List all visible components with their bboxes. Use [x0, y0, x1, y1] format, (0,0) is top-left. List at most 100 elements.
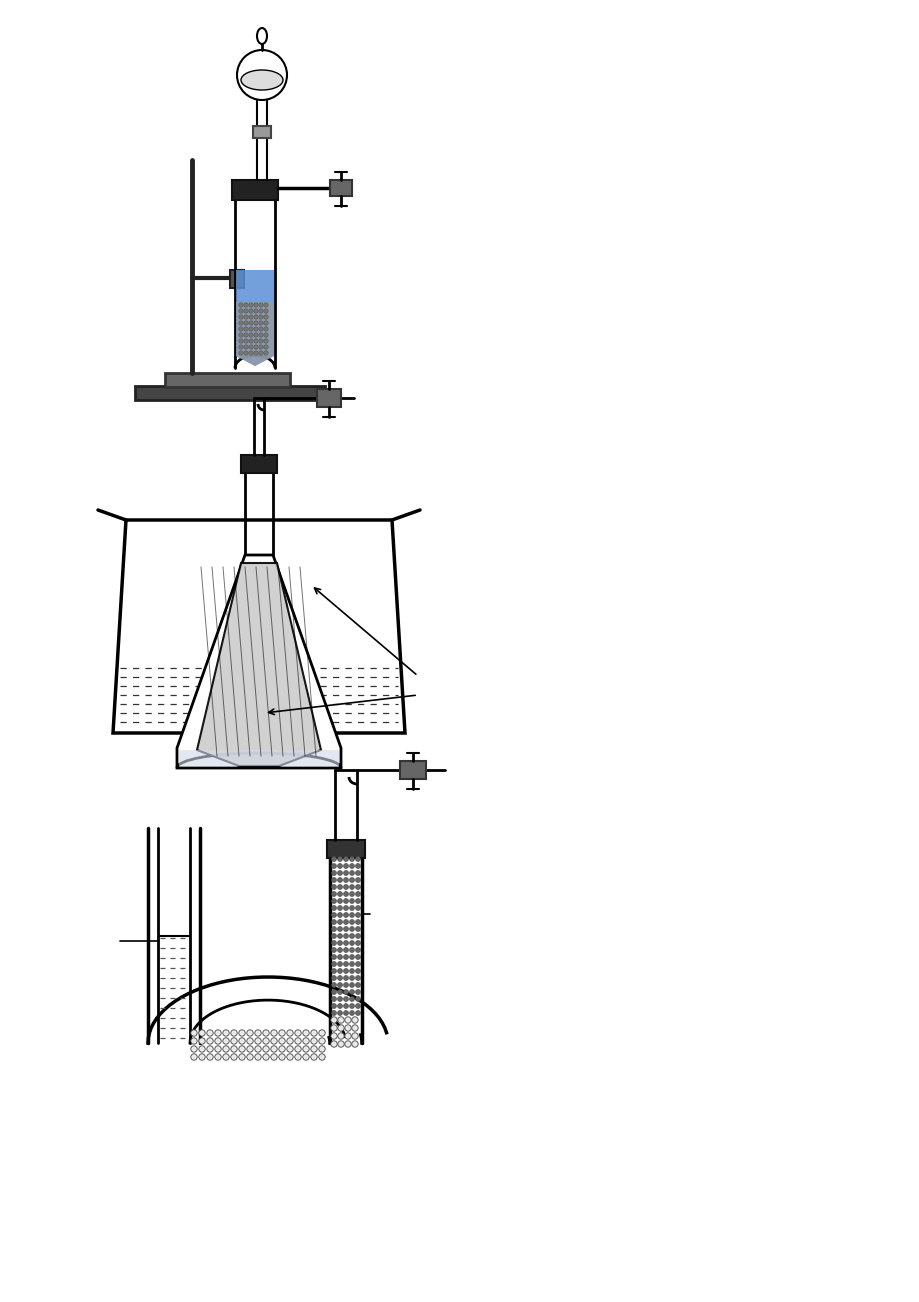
- Circle shape: [239, 303, 243, 307]
- Circle shape: [254, 315, 258, 319]
- Circle shape: [337, 878, 342, 883]
- Circle shape: [214, 1053, 221, 1060]
- Circle shape: [190, 1030, 197, 1036]
- Circle shape: [349, 905, 354, 910]
- Circle shape: [331, 975, 336, 980]
- Circle shape: [199, 1030, 205, 1036]
- Circle shape: [331, 990, 336, 995]
- Bar: [179, 750, 338, 766]
- Circle shape: [239, 345, 243, 349]
- Circle shape: [258, 339, 263, 344]
- Circle shape: [331, 878, 336, 883]
- Circle shape: [302, 1038, 309, 1044]
- Circle shape: [337, 919, 342, 924]
- Circle shape: [349, 927, 354, 931]
- Circle shape: [337, 1010, 342, 1016]
- Circle shape: [248, 333, 253, 337]
- Circle shape: [337, 983, 342, 987]
- Circle shape: [355, 898, 360, 904]
- Circle shape: [337, 927, 342, 931]
- Circle shape: [337, 1032, 344, 1039]
- Circle shape: [349, 913, 354, 918]
- Circle shape: [331, 1004, 336, 1009]
- Circle shape: [248, 345, 253, 349]
- Circle shape: [319, 1053, 324, 1060]
- Circle shape: [258, 320, 263, 326]
- Circle shape: [248, 315, 253, 319]
- Circle shape: [302, 1046, 309, 1052]
- Polygon shape: [236, 270, 274, 366]
- Circle shape: [343, 857, 348, 862]
- Circle shape: [331, 913, 336, 918]
- Circle shape: [355, 871, 360, 875]
- Circle shape: [199, 1038, 205, 1044]
- Circle shape: [258, 327, 263, 331]
- Circle shape: [263, 1046, 269, 1052]
- Circle shape: [278, 1038, 285, 1044]
- Circle shape: [337, 857, 342, 862]
- Circle shape: [355, 913, 360, 918]
- Circle shape: [239, 327, 243, 331]
- Circle shape: [349, 884, 354, 889]
- Circle shape: [345, 1032, 351, 1039]
- Circle shape: [248, 303, 253, 307]
- Circle shape: [258, 315, 263, 319]
- Circle shape: [239, 309, 243, 314]
- Circle shape: [355, 940, 360, 945]
- Circle shape: [343, 905, 348, 910]
- Circle shape: [190, 1046, 197, 1052]
- Circle shape: [222, 1038, 229, 1044]
- Circle shape: [331, 863, 336, 868]
- Circle shape: [255, 1030, 261, 1036]
- Circle shape: [337, 871, 342, 875]
- Circle shape: [239, 333, 243, 337]
- Circle shape: [222, 1053, 229, 1060]
- Circle shape: [337, 948, 342, 953]
- Circle shape: [264, 320, 268, 326]
- Circle shape: [287, 1038, 293, 1044]
- Circle shape: [258, 303, 263, 307]
- Circle shape: [337, 1004, 342, 1009]
- Ellipse shape: [256, 29, 267, 44]
- Circle shape: [349, 898, 354, 904]
- Circle shape: [258, 309, 263, 314]
- Circle shape: [264, 339, 268, 344]
- Circle shape: [231, 1046, 237, 1052]
- Circle shape: [331, 884, 336, 889]
- Circle shape: [254, 320, 258, 326]
- Circle shape: [244, 345, 248, 349]
- Circle shape: [349, 983, 354, 987]
- Circle shape: [343, 927, 348, 931]
- Circle shape: [331, 871, 336, 875]
- Circle shape: [190, 1053, 197, 1060]
- Circle shape: [331, 940, 336, 945]
- Circle shape: [349, 990, 354, 995]
- Circle shape: [302, 1053, 309, 1060]
- Circle shape: [263, 1030, 269, 1036]
- Circle shape: [254, 333, 258, 337]
- Circle shape: [246, 1038, 253, 1044]
- Circle shape: [239, 320, 243, 326]
- Circle shape: [349, 961, 354, 966]
- Circle shape: [278, 1030, 285, 1036]
- Circle shape: [255, 1038, 261, 1044]
- Bar: [232, 180, 278, 201]
- Circle shape: [207, 1030, 213, 1036]
- Circle shape: [337, 905, 342, 910]
- Circle shape: [351, 1040, 357, 1047]
- Circle shape: [331, 934, 336, 939]
- Circle shape: [343, 996, 348, 1001]
- Circle shape: [239, 1038, 245, 1044]
- Circle shape: [343, 892, 348, 897]
- Polygon shape: [113, 519, 404, 733]
- Circle shape: [337, 996, 342, 1001]
- Circle shape: [331, 1040, 337, 1047]
- Circle shape: [343, 975, 348, 980]
- Circle shape: [351, 1017, 357, 1023]
- Circle shape: [294, 1038, 301, 1044]
- Circle shape: [343, 913, 348, 918]
- Circle shape: [331, 905, 336, 910]
- Circle shape: [349, 934, 354, 939]
- Circle shape: [258, 345, 263, 349]
- Circle shape: [248, 320, 253, 326]
